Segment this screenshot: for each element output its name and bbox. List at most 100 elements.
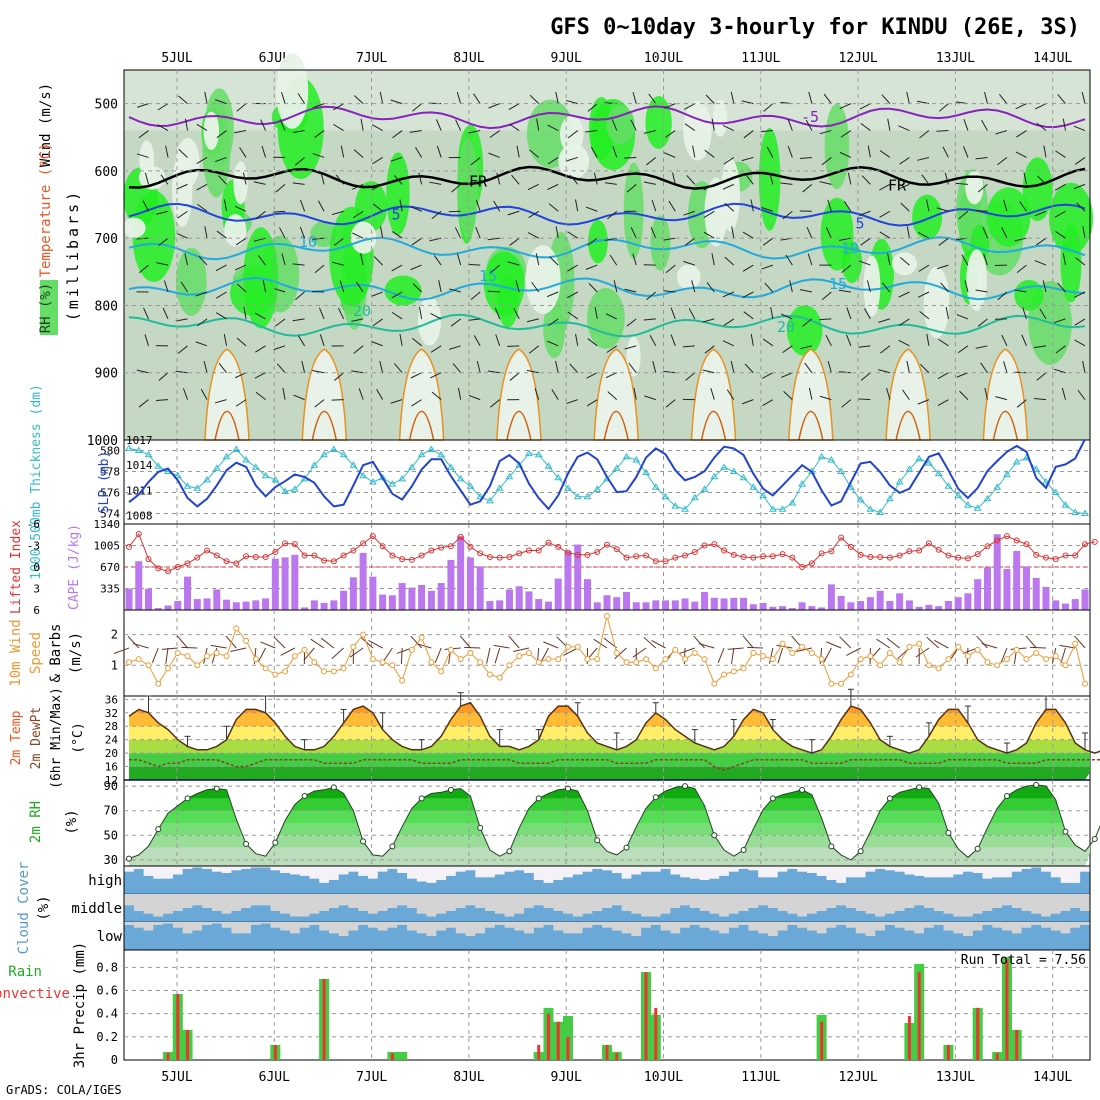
cloud-bar-low bbox=[660, 930, 671, 950]
cloud-clear-middle bbox=[836, 894, 847, 906]
cloud-bar-high bbox=[504, 871, 515, 894]
thickness-marker bbox=[593, 485, 602, 492]
rh-dry-blob bbox=[676, 264, 701, 290]
cloud-bar-middle bbox=[446, 910, 457, 922]
temperature-contour bbox=[128, 165, 1086, 190]
wind-speed-marker bbox=[262, 665, 269, 672]
cloud-bar-low bbox=[436, 930, 447, 950]
rh-dry-blob bbox=[175, 137, 200, 188]
lifted-index-marker bbox=[555, 543, 562, 550]
cloud-clear-high bbox=[485, 866, 496, 878]
wind-barb bbox=[632, 91, 637, 104]
wind-barb bbox=[254, 372, 266, 379]
wind-barb bbox=[663, 370, 676, 374]
thickness-marker bbox=[700, 485, 709, 492]
cloud-bar-middle bbox=[953, 916, 964, 922]
wind-barb bbox=[587, 103, 598, 112]
wind-barb bbox=[216, 230, 227, 239]
wind-barb bbox=[488, 103, 500, 109]
wind-barb bbox=[216, 312, 227, 320]
cloud-clear-high bbox=[143, 866, 154, 876]
cloud-bar-middle bbox=[641, 916, 652, 922]
wind-barb bbox=[292, 263, 305, 266]
cloud-clear-middle bbox=[914, 894, 925, 906]
cloud-clear-high bbox=[221, 866, 232, 873]
thickness-marker bbox=[827, 455, 836, 463]
cloud-clear-low bbox=[602, 922, 613, 928]
wind-barb bbox=[956, 372, 969, 378]
cloud-clear-low bbox=[621, 922, 632, 934]
cloud-bar-high bbox=[543, 882, 554, 894]
wind-speed-marker bbox=[760, 653, 767, 660]
wind-barb bbox=[566, 156, 578, 162]
cape-bar bbox=[154, 608, 162, 610]
wind-speed-marker bbox=[672, 646, 679, 653]
cloud-bar-middle bbox=[260, 905, 271, 922]
lifted-index-marker bbox=[1033, 551, 1040, 558]
cloud-bar-low bbox=[270, 927, 281, 950]
rh-marker bbox=[535, 795, 542, 802]
thickness-marker bbox=[661, 492, 670, 500]
cloud-clear-low bbox=[924, 922, 935, 928]
wind-barb bbox=[917, 291, 930, 298]
cloud-bar-high bbox=[787, 868, 798, 894]
cape-bar bbox=[554, 578, 562, 610]
wind-barb bbox=[984, 387, 988, 400]
cape-bar bbox=[925, 604, 933, 610]
cloud-clear-low bbox=[611, 922, 623, 931]
cloud-bar-high bbox=[641, 871, 652, 894]
cloud-clear-middle bbox=[1031, 894, 1042, 914]
thickness-marker bbox=[261, 471, 270, 479]
wind-speed-marker bbox=[126, 659, 132, 666]
precip-convective-bar bbox=[273, 1044, 277, 1060]
date-label-bottom: 14JUL bbox=[1033, 1070, 1072, 1085]
thickness-marker bbox=[368, 478, 377, 485]
wind-barb bbox=[723, 157, 735, 165]
cloud-clear-middle bbox=[670, 894, 681, 908]
wind-barb bbox=[823, 647, 832, 663]
wind-barb bbox=[942, 146, 949, 158]
precip-tick-label: 0.6 bbox=[96, 984, 118, 998]
date-label-top: 13JUL bbox=[936, 51, 975, 66]
rh-dry-blob bbox=[350, 221, 377, 254]
wind-barb bbox=[566, 291, 578, 299]
cloud-bar-high bbox=[943, 877, 954, 894]
wind-barb bbox=[1082, 226, 1086, 239]
wind-barb bbox=[569, 174, 579, 185]
precip-convective-bar bbox=[176, 994, 180, 1060]
wind-barb bbox=[475, 226, 481, 239]
cloud-clear-high bbox=[709, 866, 720, 879]
cloud-clear-high bbox=[787, 866, 798, 869]
cloud-bar-middle bbox=[202, 908, 213, 922]
lifted-index-marker bbox=[769, 553, 776, 560]
rh-marker bbox=[1033, 781, 1040, 788]
wind-barb bbox=[569, 363, 579, 374]
wind-speed-marker bbox=[330, 668, 337, 675]
cloud-clear-high bbox=[758, 866, 769, 878]
wind-barb bbox=[254, 312, 266, 320]
cloud-bar-low bbox=[299, 927, 310, 950]
wind-barb bbox=[918, 264, 930, 272]
wind-barb bbox=[399, 333, 403, 346]
lifted-index-marker bbox=[857, 551, 864, 558]
lifted-index-marker bbox=[291, 541, 298, 548]
pressure-tick-label: 1000 bbox=[87, 434, 118, 449]
pressure-tick-label: 800 bbox=[95, 299, 118, 314]
cloud-clear-middle bbox=[806, 894, 818, 914]
cape-bar bbox=[749, 604, 757, 610]
thickness-marker bbox=[456, 474, 465, 482]
cloud-clear-high bbox=[319, 866, 330, 883]
cloud-clear-high bbox=[572, 866, 584, 875]
cloud-clear-middle bbox=[797, 894, 808, 917]
temp-axis-label-1: 2m Temp bbox=[9, 710, 24, 765]
wind-barb bbox=[156, 262, 169, 266]
date-label-top: 8JUL bbox=[453, 51, 484, 66]
wind-barb bbox=[624, 345, 637, 350]
cloud-clear-high bbox=[153, 866, 164, 879]
lifted-index-marker bbox=[1023, 541, 1030, 548]
cloud-clear-low bbox=[553, 922, 564, 931]
wind-speed-marker bbox=[730, 668, 737, 675]
wind-barb bbox=[957, 345, 969, 354]
rh-blob bbox=[588, 97, 614, 161]
wind-barb bbox=[566, 399, 578, 405]
